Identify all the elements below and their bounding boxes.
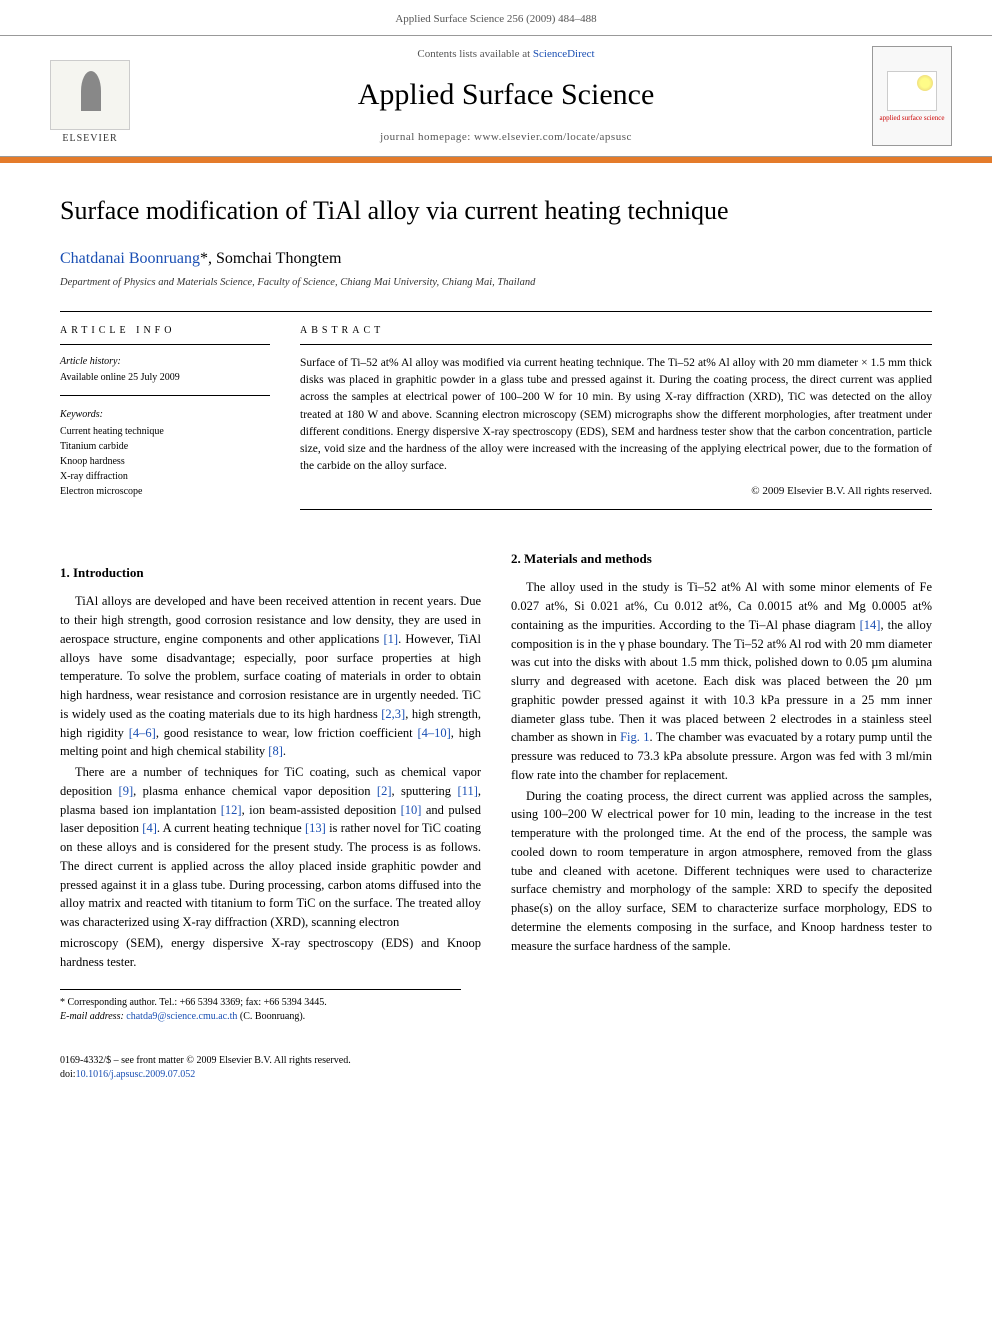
ref-link[interactable]: [10]: [401, 803, 422, 817]
abstract-text: Surface of Ti–52 at% Al alloy was modifi…: [300, 355, 932, 476]
ref-link[interactable]: [8]: [268, 744, 283, 758]
sciencedirect-link[interactable]: ScienceDirect: [533, 48, 595, 60]
ref-link[interactable]: [9]: [119, 784, 134, 798]
banner-center: Contents lists available at ScienceDirec…: [160, 47, 852, 146]
ref-link[interactable]: [11]: [458, 784, 478, 798]
cover-label: applied surface science: [880, 115, 945, 123]
ref-link[interactable]: [2,3]: [381, 707, 405, 721]
body-paragraph: During the coating process, the direct c…: [511, 787, 932, 956]
page-footer: 0169-4332/$ – see front matter © 2009 El…: [0, 1054, 992, 1102]
publisher-logo: ELSEVIER: [40, 46, 140, 146]
journal-banner: ELSEVIER Contents lists available at Sci…: [0, 35, 992, 157]
email-link[interactable]: chatda9@science.cmu.ac.th: [126, 1011, 237, 1022]
publisher-name: ELSEVIER: [62, 132, 117, 146]
footnotes: * Corresponding author. Tel.: +66 5394 3…: [60, 989, 461, 1024]
corr-mark: *: [200, 250, 208, 267]
affiliation: Department of Physics and Materials Scie…: [60, 276, 932, 291]
journal-name: Applied Surface Science: [160, 74, 852, 116]
body-text: , ion beam-assisted deposition: [242, 803, 401, 817]
ref-link[interactable]: [1]: [383, 632, 398, 646]
author-link-1[interactable]: Chatdanai Boonruang: [60, 250, 200, 267]
email-line: E-mail address: chatda9@science.cmu.ac.t…: [60, 1010, 461, 1024]
journal-cover: applied surface science: [872, 46, 952, 146]
abstract-copyright: © 2009 Elsevier B.V. All rights reserved…: [300, 484, 932, 510]
body-paragraph: TiAl alloys are developed and have been …: [60, 592, 481, 761]
figure-link[interactable]: Fig. 1: [620, 730, 649, 744]
body-text: , the alloy composition is in the γ phas…: [511, 618, 932, 745]
body-paragraph-continuation: microscopy (SEM), energy dispersive X-ra…: [60, 934, 481, 972]
keyword: Knoop hardness: [60, 454, 270, 469]
abstract-column: ABSTRACT Surface of Ti–52 at% Al alloy w…: [300, 324, 932, 521]
body-paragraph: There are a number of techniques for TiC…: [60, 763, 481, 932]
homepage-prefix: journal homepage:: [380, 131, 474, 143]
doi-prefix: doi:: [60, 1069, 76, 1080]
homepage-url: www.elsevier.com/locate/apsusc: [474, 131, 632, 143]
keyword: Current heating technique: [60, 424, 270, 439]
running-head: Applied Surface Science 256 (2009) 484–4…: [0, 0, 992, 35]
corresponding-author: * Corresponding author. Tel.: +66 5394 3…: [60, 996, 461, 1010]
author-2: , Somchai Thongtem: [208, 250, 341, 267]
email-label: E-mail address:: [60, 1011, 126, 1022]
keyword: X-ray diffraction: [60, 469, 270, 484]
body-text: .: [283, 744, 286, 758]
article-content: Surface modification of TiAl alloy via c…: [0, 163, 992, 1044]
ref-link[interactable]: [4–6]: [129, 726, 156, 740]
body-columns: 1. Introduction TiAl alloys are develope…: [60, 549, 932, 972]
history-label: Article history:: [60, 355, 270, 369]
keywords-block: Keywords: Current heating technique Tita…: [60, 408, 270, 509]
history-block: Article history: Available online 25 Jul…: [60, 355, 270, 396]
authors: Chatdanai Boonruang*, Somchai Thongtem: [60, 248, 932, 270]
ref-link[interactable]: [12]: [221, 803, 242, 817]
contents-line: Contents lists available at ScienceDirec…: [160, 47, 852, 62]
ref-link[interactable]: [4–10]: [417, 726, 450, 740]
body-paragraph: The alloy used in the study is Ti–52 at%…: [511, 578, 932, 784]
body-text: , good resistance to wear, low friction …: [156, 726, 418, 740]
ref-link[interactable]: [14]: [860, 618, 881, 632]
homepage-line: journal homepage: www.elsevier.com/locat…: [160, 130, 852, 145]
article-title: Surface modification of TiAl alloy via c…: [60, 193, 932, 229]
body-text: is rather novel for TiC coating on these…: [60, 821, 481, 929]
body-text: , sputtering: [391, 784, 457, 798]
keywords-list: Current heating technique Titanium carbi…: [60, 424, 270, 499]
ref-link[interactable]: [4]: [142, 821, 157, 835]
history-line: Available online 25 July 2009: [60, 371, 270, 385]
abstract-heading: ABSTRACT: [300, 324, 932, 345]
body-text: , plasma enhance chemical vapor depositi…: [133, 784, 377, 798]
article-info-heading: ARTICLE INFO: [60, 324, 270, 345]
keyword: Titanium carbide: [60, 439, 270, 454]
ref-link[interactable]: [13]: [305, 821, 326, 835]
section-2-heading: 2. Materials and methods: [511, 549, 932, 569]
ref-link[interactable]: [2]: [377, 784, 392, 798]
cover-thumbnail-icon: [887, 71, 937, 111]
keyword: Electron microscope: [60, 484, 270, 499]
footer-copyright: 0169-4332/$ – see front matter © 2009 El…: [60, 1054, 932, 1068]
keywords-label: Keywords:: [60, 408, 270, 422]
doi-line: doi:10.1016/j.apsusc.2009.07.052: [60, 1068, 932, 1082]
info-abstract-row: ARTICLE INFO Article history: Available …: [60, 311, 932, 521]
article-info: ARTICLE INFO Article history: Available …: [60, 324, 270, 521]
doi-link[interactable]: 10.1016/j.apsusc.2009.07.052: [76, 1069, 196, 1080]
email-suffix: (C. Boonruang).: [237, 1011, 305, 1022]
contents-prefix: Contents lists available at: [417, 48, 532, 60]
body-text: . A current heating technique: [157, 821, 305, 835]
section-1-heading: 1. Introduction: [60, 563, 481, 583]
elsevier-tree-icon: [50, 60, 130, 130]
